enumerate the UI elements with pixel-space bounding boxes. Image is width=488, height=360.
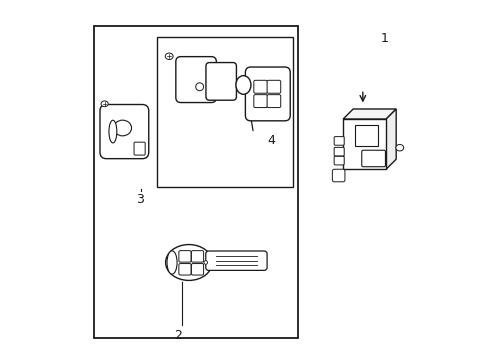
- Ellipse shape: [203, 261, 207, 264]
- Ellipse shape: [101, 101, 108, 107]
- FancyBboxPatch shape: [333, 136, 344, 145]
- Ellipse shape: [167, 251, 177, 274]
- FancyBboxPatch shape: [333, 147, 344, 156]
- Text: 1: 1: [380, 32, 388, 45]
- FancyBboxPatch shape: [179, 264, 191, 275]
- FancyBboxPatch shape: [343, 119, 386, 169]
- Ellipse shape: [109, 120, 117, 143]
- FancyBboxPatch shape: [176, 57, 216, 103]
- FancyBboxPatch shape: [205, 63, 236, 100]
- FancyBboxPatch shape: [245, 67, 290, 121]
- Polygon shape: [343, 109, 395, 119]
- FancyBboxPatch shape: [134, 142, 145, 155]
- Polygon shape: [386, 109, 395, 169]
- Ellipse shape: [235, 76, 250, 94]
- FancyBboxPatch shape: [361, 150, 385, 167]
- Text: 4: 4: [267, 134, 275, 147]
- Ellipse shape: [395, 144, 403, 151]
- FancyBboxPatch shape: [266, 80, 280, 93]
- Ellipse shape: [165, 244, 212, 280]
- FancyBboxPatch shape: [332, 169, 344, 182]
- FancyBboxPatch shape: [156, 37, 292, 187]
- FancyBboxPatch shape: [253, 80, 267, 93]
- FancyBboxPatch shape: [179, 251, 191, 262]
- Text: 2: 2: [174, 329, 182, 342]
- FancyBboxPatch shape: [355, 125, 377, 145]
- FancyBboxPatch shape: [266, 95, 280, 108]
- FancyBboxPatch shape: [94, 26, 298, 338]
- FancyBboxPatch shape: [253, 95, 267, 108]
- FancyBboxPatch shape: [191, 264, 203, 275]
- FancyBboxPatch shape: [205, 251, 266, 270]
- Ellipse shape: [195, 83, 203, 91]
- FancyBboxPatch shape: [191, 251, 203, 262]
- Ellipse shape: [113, 120, 131, 136]
- FancyBboxPatch shape: [100, 104, 148, 159]
- Text: 3: 3: [136, 193, 144, 206]
- FancyBboxPatch shape: [333, 156, 344, 165]
- Ellipse shape: [165, 53, 173, 59]
